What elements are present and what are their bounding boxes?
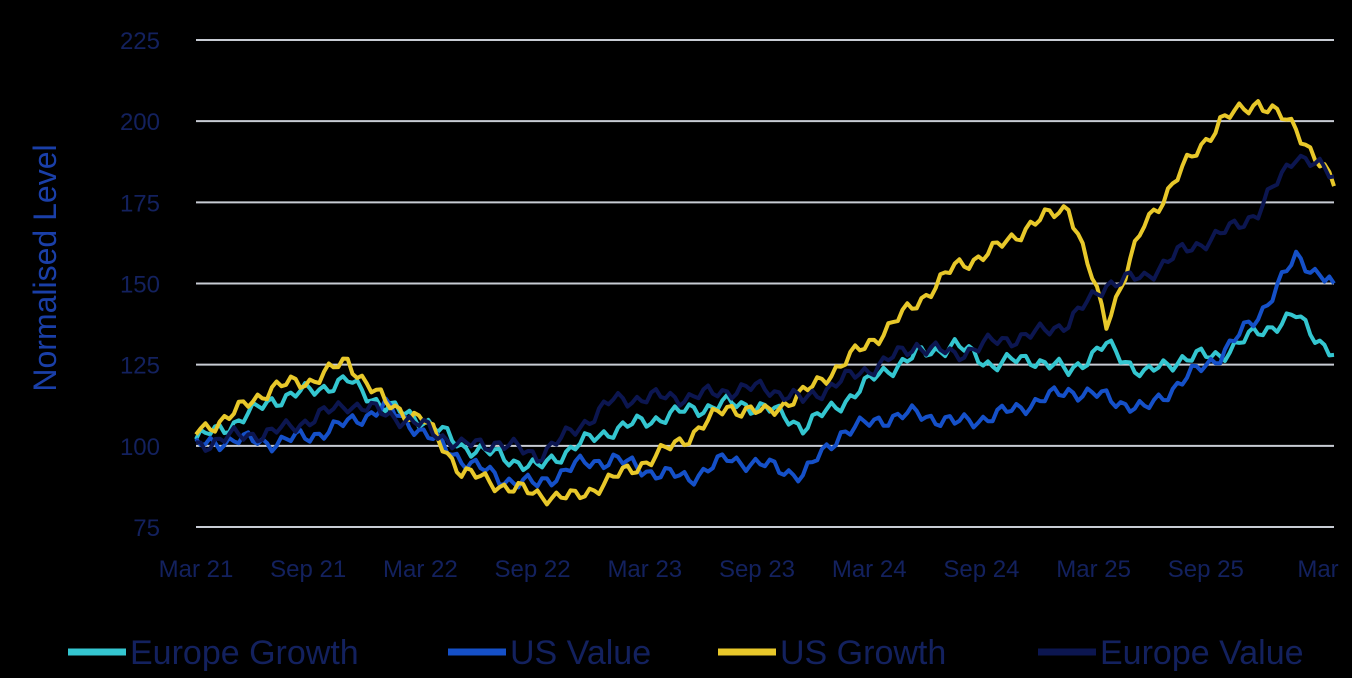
series-lines: [194, 99, 1336, 507]
x-tick-label: Sep 25: [1168, 556, 1244, 583]
x-tick-label: Mar: [1297, 556, 1338, 583]
legend: Europe Growth US Value US Growth Europe Val…: [68, 634, 1304, 672]
y-tick-label: 150: [120, 272, 160, 299]
x-axis-ticks: Mar 21 Sep 21 Mar 22 Sep 22 Mar 23 Sep 23 Mar …: [159, 556, 1339, 583]
x-tick-label: Mar 23: [607, 556, 682, 583]
y-axis-ticks: 75 100 125 150 175 200 225: [120, 28, 160, 542]
legend-label: US Value: [510, 634, 651, 672]
legend-label: Europe Growth: [130, 634, 359, 672]
x-tick-label: Mar 25: [1056, 556, 1131, 583]
series-line-us-value: [194, 249, 1336, 490]
legend-label: US Growth: [780, 634, 946, 672]
x-tick-label: Mar 22: [383, 556, 458, 583]
x-tick-label: Sep 24: [943, 556, 1019, 583]
legend-label: Europe Value: [1100, 634, 1304, 672]
x-tick-label: Sep 23: [719, 556, 795, 583]
y-axis-label: Normalised Level: [27, 144, 63, 391]
y-tick-label: 225: [120, 28, 160, 55]
gridlines: [196, 39, 1334, 528]
x-tick-label: Mar 24: [832, 556, 907, 583]
y-tick-label: 200: [120, 109, 160, 136]
series-line-us-growth: [194, 99, 1336, 507]
x-tick-label: Sep 21: [270, 556, 346, 583]
y-tick-label: 75: [133, 515, 160, 542]
x-tick-label: Mar 21: [159, 556, 234, 583]
y-tick-label: 125: [120, 353, 160, 380]
y-tick-label: 175: [120, 190, 160, 217]
y-tick-label: 100: [120, 434, 160, 461]
series-line-europe-value: [195, 153, 1335, 464]
x-tick-label: Sep 22: [495, 556, 571, 583]
